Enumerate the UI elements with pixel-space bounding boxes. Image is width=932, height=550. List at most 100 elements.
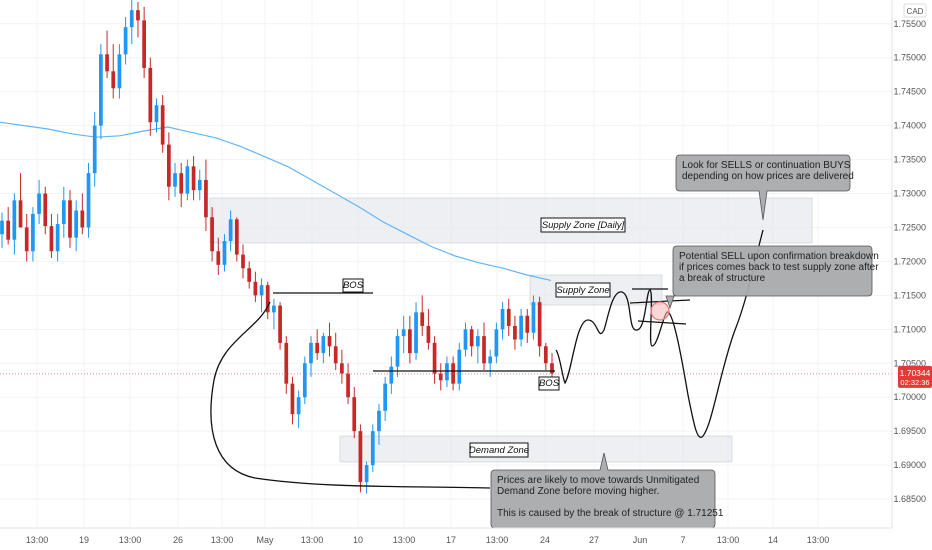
- bos-label-upper-text: BOS: [343, 280, 364, 291]
- candle: [500, 302, 505, 340]
- candle-body: [167, 144, 171, 187]
- y-tick-label: 1.75000: [893, 53, 926, 63]
- candle: [234, 217, 239, 262]
- candle: [148, 57, 153, 136]
- candle-body: [216, 251, 221, 265]
- price-axis-bg: [892, 0, 932, 550]
- callout-middle-line: a break of structure: [679, 273, 766, 284]
- candle-body: [352, 397, 357, 432]
- candle: [469, 325, 474, 357]
- candle-body: [488, 356, 493, 364]
- candle: [408, 315, 412, 364]
- candle: [358, 424, 363, 493]
- candle: [395, 329, 400, 377]
- candle: [0, 212, 4, 248]
- drawings: BOS BOS Supply Zone [Daily] Supply Zone Dema…: [0, 217, 892, 489]
- y-tick-label: 1.73000: [893, 189, 926, 199]
- supply-zone-label-box: [555, 282, 611, 298]
- candle-body: [321, 336, 326, 354]
- x-tick-label: 14: [768, 535, 778, 545]
- x-tick-label: 19: [79, 535, 89, 545]
- candle-body: [123, 27, 128, 55]
- candle-body: [142, 20, 146, 68]
- candle: [370, 424, 375, 472]
- y-tick-label: 1.70500: [893, 358, 926, 368]
- candle-body: [61, 200, 66, 225]
- candle-body: [136, 10, 140, 21]
- candle: [179, 162, 184, 208]
- candle-body: [210, 217, 214, 252]
- candle-body: [74, 210, 79, 238]
- candle: [191, 156, 196, 201]
- candle: [302, 356, 307, 405]
- x-tick-label: 13:00: [486, 535, 509, 545]
- candle-body: [6, 220, 11, 240]
- candle-body: [432, 342, 437, 374]
- candle-body: [438, 373, 443, 381]
- candle-body: [401, 329, 406, 337]
- candle-body: [197, 179, 202, 191]
- candle-body: [389, 366, 394, 384]
- candle: [259, 278, 264, 313]
- candle-body: [18, 200, 23, 228]
- x-tick-label: 17: [446, 535, 456, 545]
- countdown-label: 02:32:36: [900, 378, 929, 387]
- candle-body: [463, 329, 468, 350]
- supply-zone-label-text: Supply Zone: [556, 285, 609, 296]
- candle-body: [290, 383, 295, 415]
- candle-body: [222, 241, 227, 265]
- candle-body: [327, 336, 332, 347]
- candle: [432, 336, 437, 384]
- currency-label: CAD: [907, 7, 924, 16]
- candle-body: [241, 254, 245, 269]
- candles: [0, 0, 554, 494]
- callout-top-line: depending on how prices are delivered: [682, 171, 854, 182]
- candle: [284, 336, 289, 394]
- candle: [475, 329, 480, 364]
- supply-zone-daily-label-text: Supply Zone [Daily]: [542, 220, 625, 231]
- callout-top-line: Look for SELLS or continuation BUYS: [682, 160, 851, 171]
- bos-label-lower-text: BOS: [539, 378, 560, 389]
- candle: [531, 295, 536, 340]
- candle-body: [414, 312, 418, 354]
- candle: [154, 98, 159, 133]
- candle-body: [513, 325, 517, 340]
- current-price-label: 1.70344: [900, 368, 931, 378]
- candle-body: [0, 220, 4, 235]
- callout-top-box: [675, 154, 851, 221]
- candle-body: [377, 410, 381, 432]
- y-tick-label: 1.72000: [893, 256, 926, 266]
- x-tick-label: 13:00: [301, 535, 324, 545]
- candle: [401, 315, 406, 354]
- candle: [117, 44, 122, 99]
- candle: [55, 213, 60, 262]
- candle: [74, 200, 79, 252]
- candle: [506, 298, 511, 337]
- candle: [185, 159, 190, 201]
- candle: [414, 302, 418, 360]
- callout-middle: Potential SELL upon confirmation breakdo…: [665, 245, 879, 310]
- candle: [123, 16, 128, 65]
- supply-zone-daily: [209, 197, 813, 244]
- candle-body: [445, 363, 449, 381]
- candle: [377, 404, 381, 445]
- candle: [457, 342, 462, 391]
- candle: [210, 207, 214, 262]
- candle-body: [111, 71, 116, 89]
- candle: [31, 207, 35, 262]
- candle: [445, 356, 449, 388]
- demand-zone-label: Demand Zone: [469, 442, 529, 458]
- candle-body: [420, 312, 425, 326]
- candle: [129, 0, 134, 45]
- candle: [12, 193, 17, 255]
- candle: [488, 349, 493, 377]
- candle: [296, 390, 301, 428]
- candle-body: [531, 302, 536, 333]
- candle: [6, 207, 11, 245]
- callout-middle-line: if prices comes back to test supply zone…: [679, 262, 879, 273]
- candle: [451, 356, 455, 391]
- y-tick-label: 1.70000: [893, 392, 926, 402]
- candle-body: [148, 67, 153, 123]
- candle: [290, 376, 295, 425]
